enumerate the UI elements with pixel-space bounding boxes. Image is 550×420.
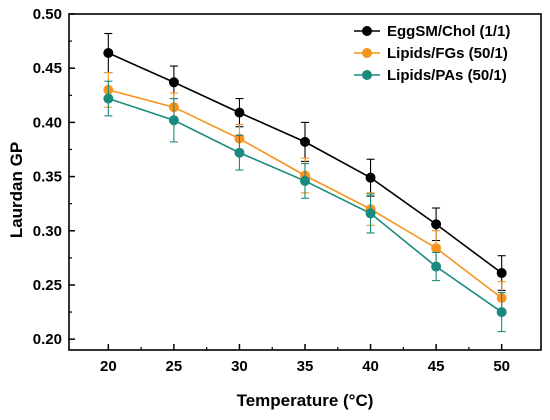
legend-swatch-marker [362, 70, 372, 80]
y-tick-label: 0.50 [33, 6, 62, 23]
data-point [496, 268, 507, 279]
legend-label: Lipids/PAs (50/1) [387, 67, 507, 84]
x-tick-label: 45 [428, 358, 445, 375]
data-point [103, 48, 114, 59]
x-tick-label: 25 [166, 358, 183, 375]
data-point [300, 175, 310, 186]
y-axis-title: Laurdan GP [7, 142, 26, 238]
data-point [365, 172, 376, 183]
data-point [365, 208, 376, 219]
x-tick-label: 50 [493, 358, 510, 375]
x-axis-title: Temperature (°C) [237, 391, 374, 410]
x-tick-label: 30 [231, 358, 248, 375]
x-tick-label: 20 [100, 358, 117, 375]
data-point [168, 77, 179, 88]
data-point [300, 136, 310, 147]
y-tick-label: 0.35 [33, 169, 62, 186]
legend-label: EggSM/Chol (1/1) [387, 23, 510, 40]
data-point [103, 93, 114, 104]
legend-label: Lipids/FGs (50/1) [387, 45, 508, 62]
data-point [431, 219, 442, 230]
y-tick-label: 0.25 [33, 277, 62, 294]
y-tick-label: 0.20 [33, 331, 62, 348]
data-point [431, 261, 442, 272]
data-point [496, 307, 507, 318]
data-point [168, 115, 179, 126]
x-tick-label: 40 [362, 358, 379, 375]
legend-swatch-marker [362, 26, 372, 36]
y-tick-label: 0.45 [33, 60, 62, 77]
legend-swatch-marker [362, 48, 372, 58]
y-tick-label: 0.30 [33, 223, 62, 240]
data-point [234, 107, 245, 118]
x-tick-label: 35 [297, 358, 314, 375]
data-point [234, 147, 245, 158]
y-tick-label: 0.40 [33, 114, 62, 131]
data-point [431, 243, 442, 254]
